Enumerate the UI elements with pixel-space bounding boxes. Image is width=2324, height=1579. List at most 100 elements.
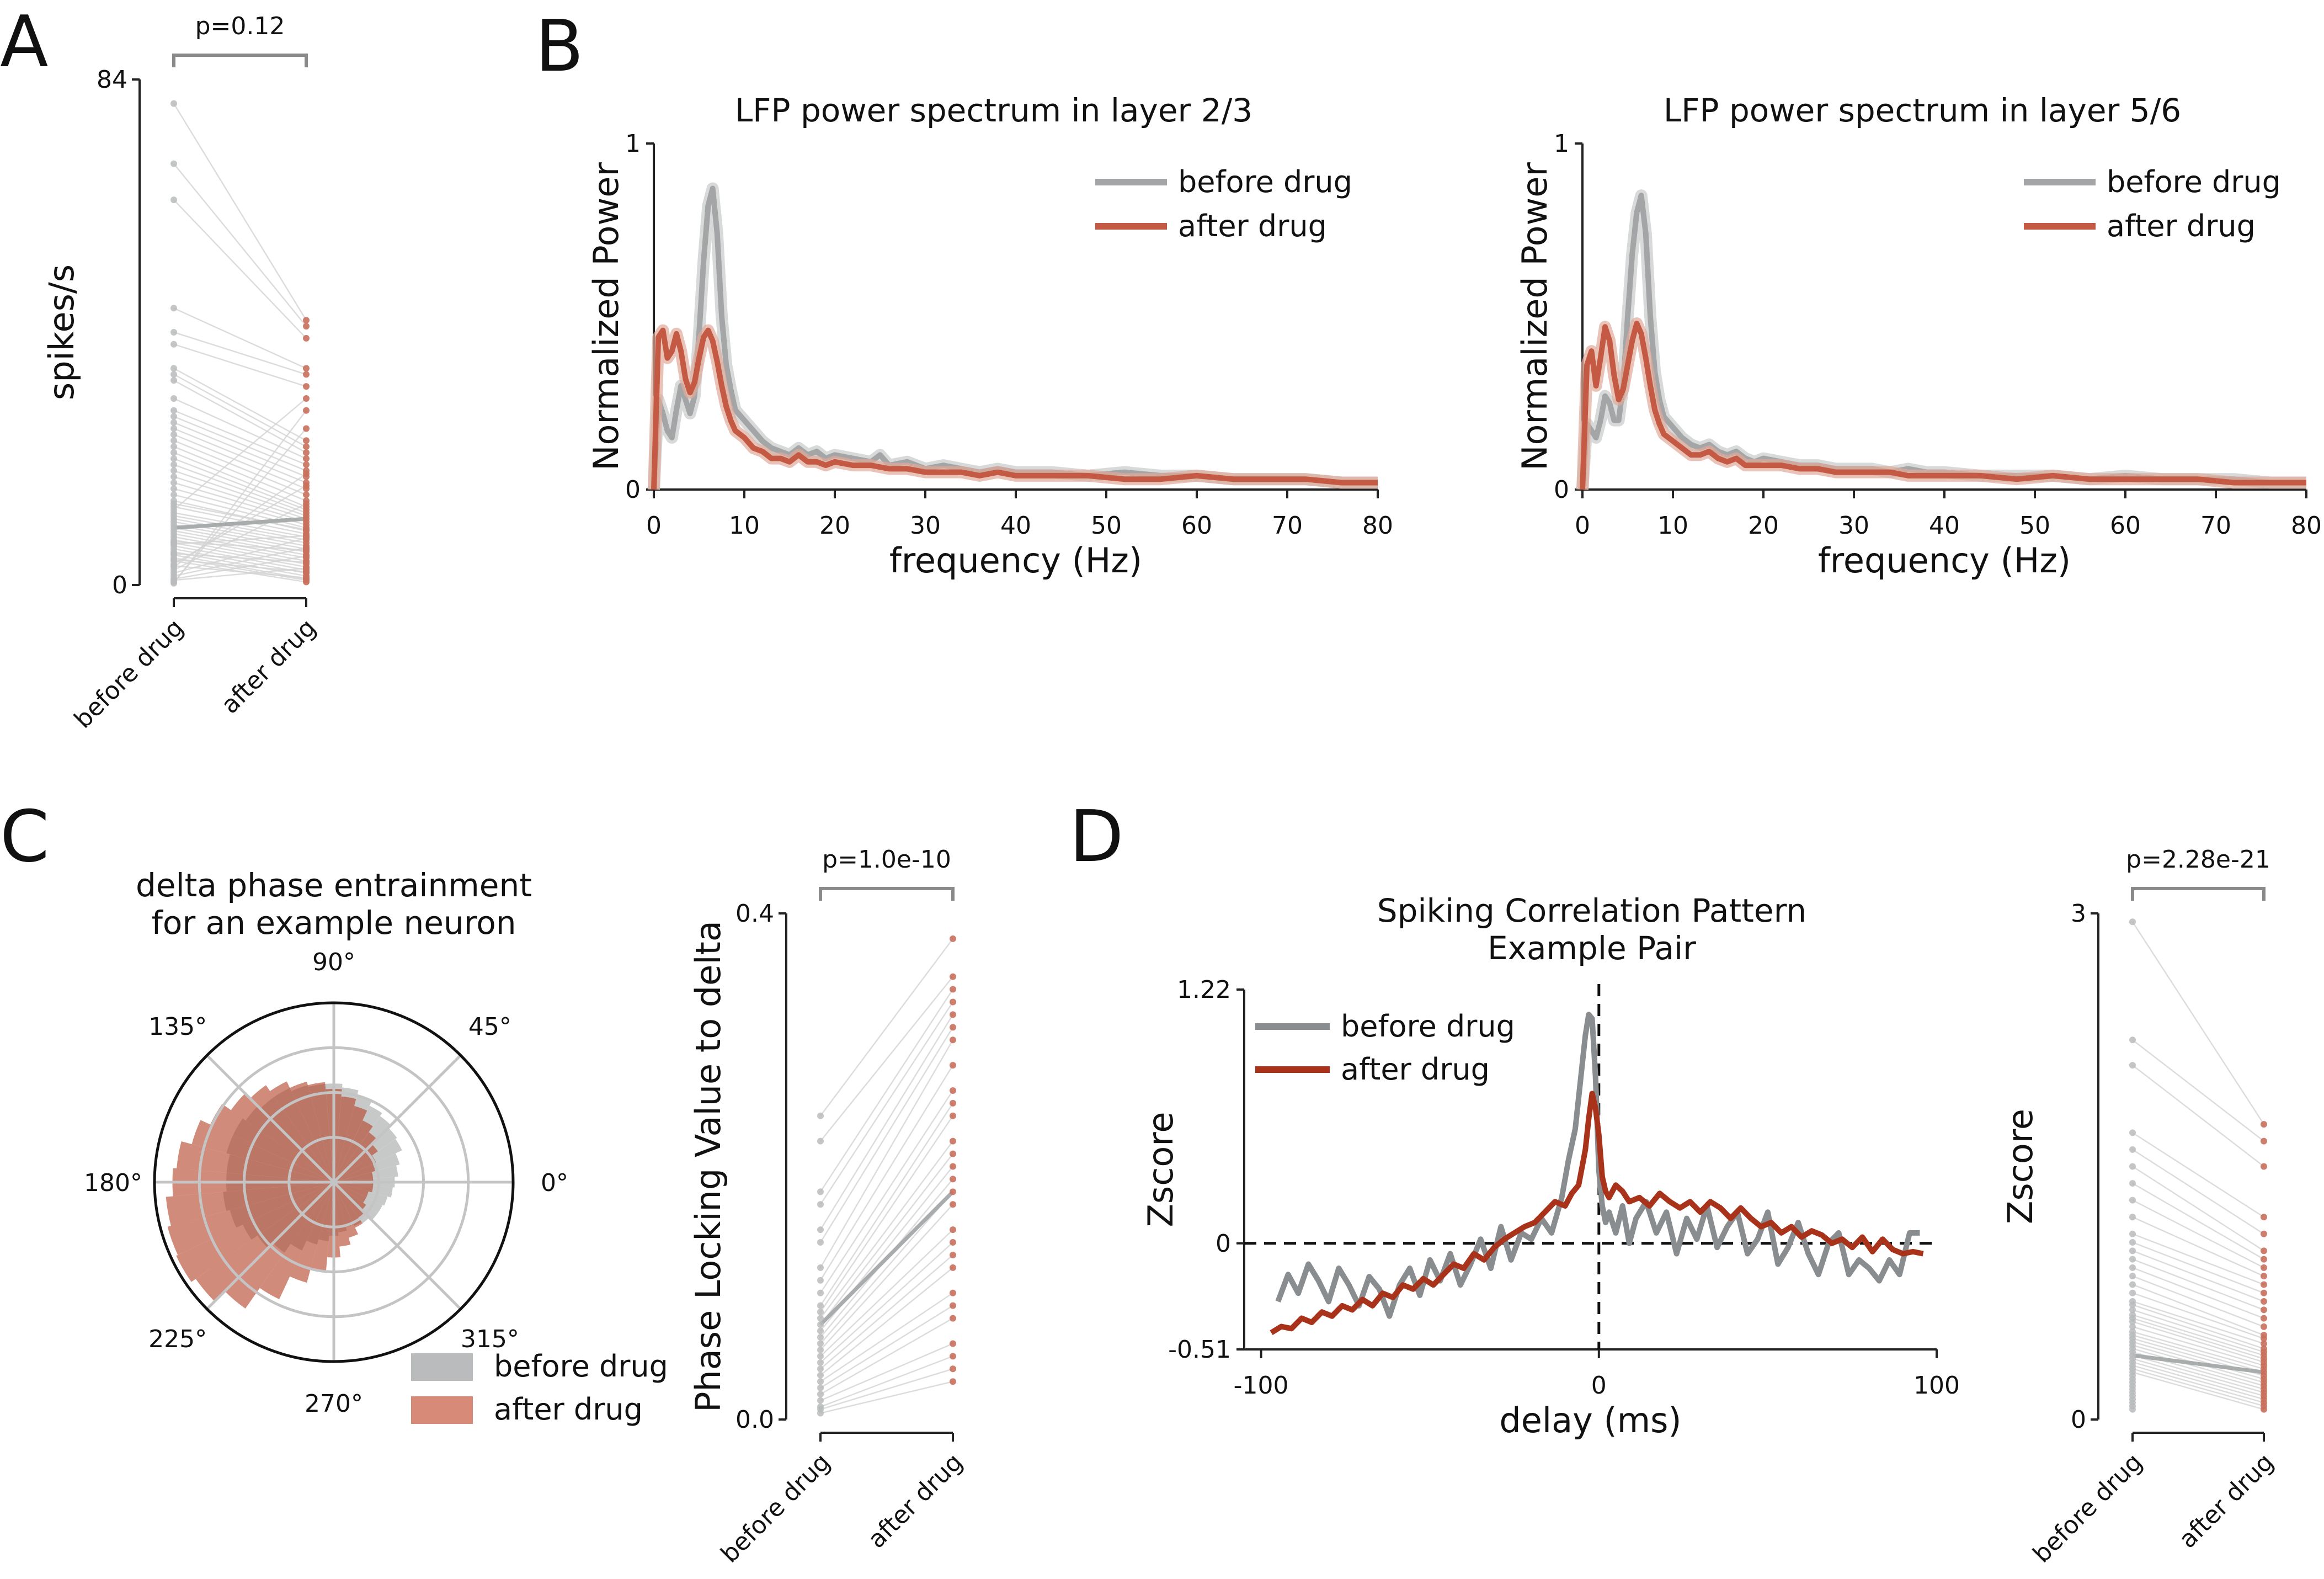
pair-line (819, 1090, 954, 1294)
point-before (2129, 1146, 2136, 1153)
chart-title-line: Spiking Correlation Pattern (1377, 892, 1806, 929)
angle-label: 270° (305, 1390, 363, 1418)
series-band (1576, 317, 2306, 490)
point-after (950, 986, 956, 993)
wedge-after (290, 1081, 334, 1182)
wedge-after (334, 1164, 376, 1182)
series-line (651, 327, 1378, 490)
panel-a-rates: 84 0 before drug after drug spikes/s p=0.12 (41, 12, 322, 734)
x-tick-label: before drug (2028, 1448, 2148, 1569)
x-tick-label: after drug (862, 1448, 968, 1554)
x-tick-label: 60 (1181, 512, 1212, 540)
point-before (170, 562, 177, 570)
point-before (2129, 1247, 2136, 1254)
point-before (170, 455, 177, 462)
wedge-after (166, 1182, 334, 1226)
x-tick-label: -100 (1234, 1371, 1289, 1400)
pair-line (173, 103, 307, 321)
point-before (817, 1321, 824, 1328)
pair-line (173, 446, 307, 502)
pair-line (173, 515, 307, 541)
point-before (170, 473, 177, 480)
pair-line (173, 547, 307, 577)
pair-line (173, 434, 307, 490)
pair-line (2132, 1361, 2264, 1400)
y-tick-label: 1 (625, 130, 641, 158)
pair-line (173, 422, 307, 477)
point-after (2261, 1340, 2267, 1347)
point-after (303, 383, 310, 390)
pair-line (173, 530, 307, 556)
point-after (303, 526, 310, 533)
point-after (303, 546, 310, 554)
polar-grid-spoke (333, 1054, 462, 1183)
point-after (950, 1087, 956, 1094)
pair-line (2132, 1309, 2264, 1353)
point-before (170, 437, 177, 444)
pair-line (173, 397, 307, 460)
point-after (303, 323, 310, 330)
series-line (1270, 1091, 1924, 1336)
pair-line (2132, 1149, 2264, 1235)
point-before (2129, 1230, 2136, 1237)
pair-line (820, 1204, 953, 1351)
point-before (170, 479, 177, 486)
pair-line (2132, 1182, 2264, 1260)
point-after (303, 449, 310, 456)
angle-label: 225° (148, 1325, 207, 1353)
pair-line (173, 503, 307, 530)
point-after (950, 1353, 956, 1360)
legend-swatch (411, 1396, 473, 1424)
pair-line (173, 343, 307, 387)
point-before (817, 1226, 824, 1234)
y-tick-label: 0 (625, 476, 641, 504)
significance-bracket (2131, 887, 2266, 901)
p-value-label: p=1.0e-10 (822, 846, 951, 874)
point-after (2261, 1281, 2267, 1288)
pair-line (2132, 1292, 2264, 1339)
point-before (817, 1384, 824, 1391)
angle-label: 90° (312, 948, 355, 976)
pair-line (820, 1317, 953, 1395)
pair-line (173, 553, 307, 563)
legend-label: after drug (2107, 209, 2256, 243)
point-before (170, 449, 177, 456)
pair-line (173, 536, 307, 562)
pair-line (2132, 1284, 2264, 1336)
point-after (303, 470, 310, 477)
point-after (950, 1150, 956, 1157)
point-before (170, 467, 177, 474)
point-after (950, 1315, 956, 1322)
pair-line (2132, 1317, 2264, 1360)
mean-line (2132, 1353, 2264, 1374)
x-tick-label: 0 (1575, 512, 1590, 540)
point-after (303, 317, 310, 324)
point-after (950, 1239, 956, 1246)
pair-line (173, 331, 307, 375)
pair-line (173, 368, 307, 442)
point-after (950, 1340, 956, 1347)
pair-line (2132, 1267, 2264, 1319)
point-before (170, 419, 177, 426)
pair-line (173, 440, 307, 496)
point-after (950, 1036, 956, 1044)
point-after (950, 1163, 956, 1170)
x-tick-label: 30 (1838, 512, 1869, 540)
pair-line (2132, 1326, 2264, 1367)
wedge-after (231, 1093, 334, 1182)
pair-line (820, 1153, 953, 1325)
x-tick-label: 100 (1913, 1371, 1960, 1400)
y-tick-label: 1 (1554, 130, 1569, 158)
pair-line (2132, 1348, 2264, 1387)
y-tick-label: 3 (2071, 900, 2086, 928)
point-after (2261, 1315, 2267, 1322)
pair-line (173, 428, 307, 583)
point-before (2129, 918, 2136, 926)
pair-line (173, 410, 307, 466)
mean-line (819, 1190, 955, 1326)
legend-label: before drug (1178, 164, 1352, 199)
legend-label: after drug (1178, 209, 1327, 243)
pair-line (2132, 1321, 2264, 1363)
wedge-after (334, 1120, 373, 1182)
